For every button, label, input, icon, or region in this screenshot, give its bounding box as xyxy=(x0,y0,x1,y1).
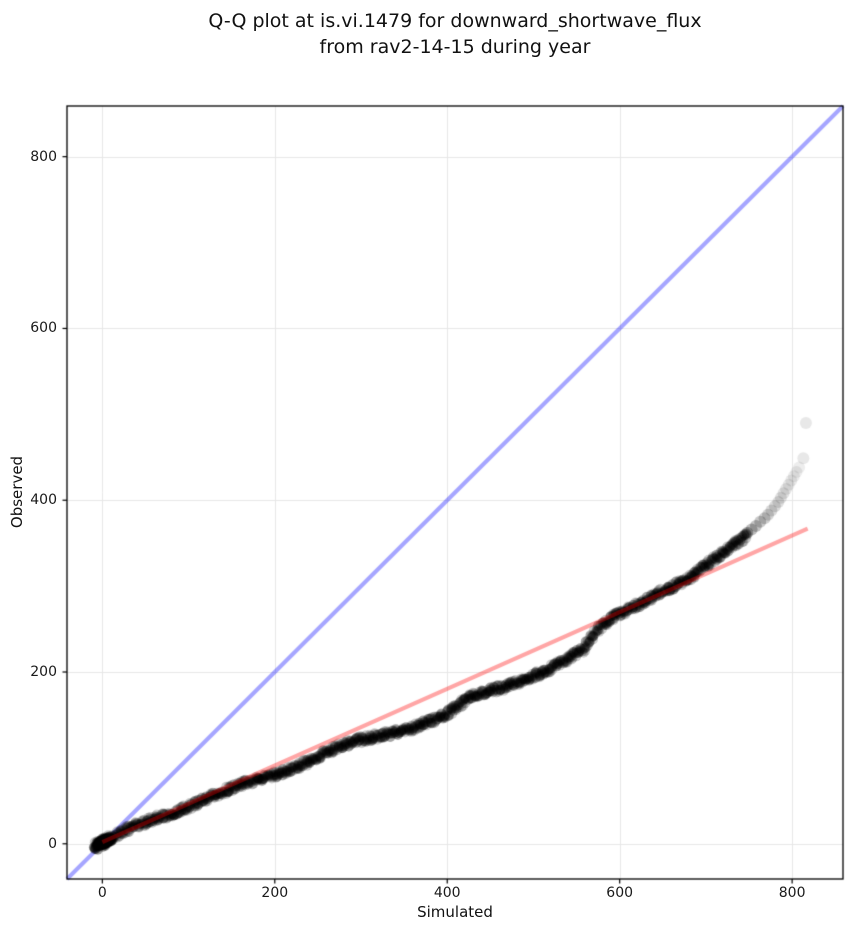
chart-title-line2: from rav2-14-15 during year xyxy=(319,36,591,58)
chart-title-line1: Q-Q plot at is.vi.1479 for downward_shor… xyxy=(208,10,702,32)
chart-title: Q-Q plot at is.vi.1479 for downward_shor… xyxy=(208,8,701,60)
x-tick-label: 0 xyxy=(97,885,107,901)
x-axis-label: Simulated xyxy=(417,903,493,921)
y-tick-label: 200 xyxy=(30,664,57,680)
y-tick-label: 400 xyxy=(30,492,57,509)
y-tick-label: 600 xyxy=(30,320,57,337)
x-tick-label: 200 xyxy=(261,885,289,901)
y-tick-label: 0 xyxy=(48,835,57,852)
y-tick-label: 800 xyxy=(30,148,57,165)
x-tick-label: 400 xyxy=(433,885,461,901)
x-tick-label: 600 xyxy=(606,885,634,901)
x-tick-label: 800 xyxy=(778,885,806,901)
